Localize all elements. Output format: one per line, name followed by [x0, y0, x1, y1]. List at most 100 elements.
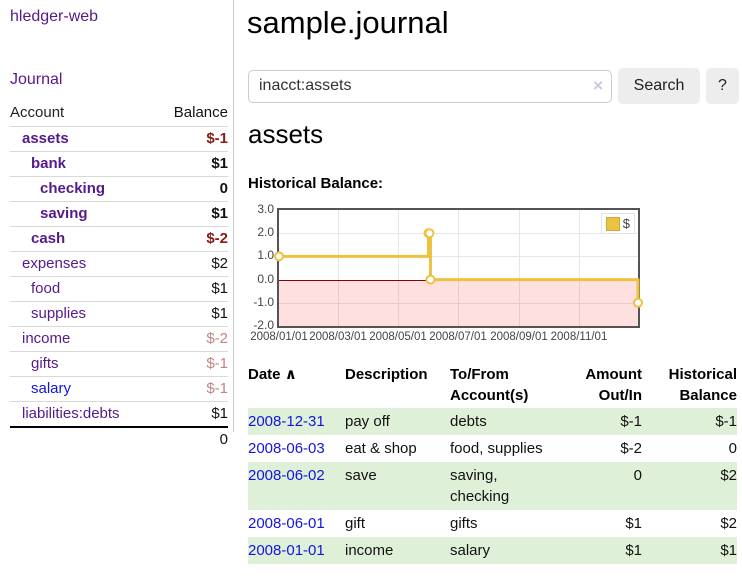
accounts-table: Account Balance assets $-1 bank $1 checking 0…	[10, 100, 228, 452]
x-axis-tick-label: 2008/07/01	[428, 330, 488, 344]
sort-ascending-icon: ∧	[285, 366, 297, 383]
sidebar-account-link-liabilitiesdebts[interactable]: liabilities:debts	[10, 402, 120, 426]
sidebar-account-row: checking 0	[10, 176, 228, 201]
register-col-balance: Historical Balance	[642, 362, 737, 408]
transaction-row: 2008-06-01 giftgifts$1$2	[248, 510, 737, 537]
transaction-row: 2008-12-31pay offdebts$-1$-1	[248, 408, 737, 435]
accounts-rows: assets$-1bank$1checking0saving$1cash$-2e…	[10, 126, 228, 426]
transaction-date-link[interactable]: 2008-06-01	[248, 515, 325, 532]
accounts-header-account: Account	[10, 100, 64, 126]
sidebar-account-link-assets[interactable]: assets	[10, 127, 69, 151]
sidebar-account-balance: $-1	[206, 352, 228, 376]
hledger-web-page: hledger-web Journal Account Balance asse…	[0, 0, 742, 582]
sidebar-account-link-cash[interactable]: cash	[10, 227, 65, 251]
x-axis-tick-label: 2008/03/01	[308, 330, 368, 344]
sidebar-account-row: liabilities:debts $1	[10, 401, 228, 426]
sidebar-account-balance: $1	[211, 402, 228, 426]
transaction-amount: $1	[562, 510, 642, 537]
data-point-marker	[275, 252, 283, 260]
sidebar-account-link-saving[interactable]: saving	[10, 202, 88, 226]
transaction-amount: 0	[562, 462, 642, 510]
sidebar-account-row: expenses $2	[10, 251, 228, 276]
transaction-description: gift	[345, 510, 450, 537]
search-input[interactable]	[248, 70, 612, 103]
transaction-balance: $-1	[642, 408, 737, 435]
x-axis-tick-label: 2008/05/01	[368, 330, 428, 344]
chart-title: Historical Balance:	[248, 175, 383, 192]
sidebar-account-link-supplies[interactable]: supplies	[10, 302, 86, 326]
sidebar-account-row: saving$1	[10, 201, 228, 226]
sidebar-account-row: cash $-2	[10, 226, 228, 251]
page-title: sample.journal	[247, 0, 449, 46]
data-point-marker	[426, 276, 434, 284]
brand-link[interactable]: hledger-web	[10, 8, 98, 26]
transaction-row: 2008-01-01incomesalary$1$1	[248, 537, 737, 564]
x-axis-tick-label: 2008/09/01	[489, 330, 549, 344]
sidebar-account-balance: 0	[220, 177, 228, 201]
transaction-accounts: debts	[450, 408, 562, 435]
y-axis-tick-label: 0.0	[248, 273, 274, 286]
transaction-balance: 0	[642, 435, 737, 462]
register-header-row: Date ∧ Description To/From Account(s) Am…	[248, 362, 737, 408]
sidebar-account-balance: $-1	[206, 127, 228, 151]
sidebar-item-journal[interactable]: Journal	[10, 71, 62, 89]
data-point-marker	[634, 299, 642, 307]
clear-search-icon[interactable]: ×	[593, 76, 603, 96]
legend-label: $	[623, 216, 630, 231]
sidebar-account-row: food $1	[10, 276, 228, 301]
transaction-date-link[interactable]: 2008-06-03	[248, 440, 325, 457]
x-axis-tick-label: 2008/11/01	[550, 330, 609, 344]
y-axis-tick-label: 3.0	[248, 203, 274, 216]
chart-legend: $	[601, 213, 635, 234]
help-button[interactable]: ?	[706, 68, 739, 104]
accounts-total-row: 0	[10, 426, 228, 452]
transaction-accounts: gifts	[450, 510, 562, 537]
search-field-wrap: ×	[248, 70, 612, 103]
sidebar-account-link-gifts[interactable]: gifts	[10, 352, 59, 376]
transaction-description: eat & shop	[345, 435, 450, 462]
accounts-total-value: 0	[220, 428, 228, 452]
data-point-marker	[425, 229, 433, 237]
sidebar-account-link-salary[interactable]: salary	[10, 377, 71, 401]
register-col-amount: Amount Out/In	[562, 362, 642, 408]
sidebar-account-link-expenses[interactable]: expenses	[10, 252, 86, 276]
transaction-date-link[interactable]: 2008-06-02	[248, 467, 325, 484]
sidebar-account-row: gifts $-1	[10, 351, 228, 376]
transaction-amount: $-1	[562, 408, 642, 435]
y-axis-tick-label: 1.0	[248, 249, 274, 262]
transaction-accounts: saving, checking	[450, 462, 562, 510]
account-heading: assets	[248, 114, 323, 154]
transaction-balance: $2	[642, 510, 737, 537]
accounts-table-header: Account Balance	[10, 100, 228, 126]
transaction-amount: $-2	[562, 435, 642, 462]
y-axis-tick-label: -1.0	[248, 296, 274, 309]
sidebar-account-link-food[interactable]: food	[10, 277, 60, 301]
search-form: × Search ?	[248, 68, 739, 104]
transaction-row: 2008-06-02savesaving, checking0$2	[248, 462, 737, 510]
sidebar-account-row: assets $-1	[10, 126, 228, 151]
accounts-header-balance: Balance	[174, 100, 228, 126]
x-axis-tick-label: 2008/01/01	[249, 330, 309, 344]
transaction-date-link[interactable]: 2008-12-31	[248, 413, 325, 430]
sidebar-account-row: supplies $1	[10, 301, 228, 326]
sidebar-account-balance: $1	[211, 152, 228, 176]
y-axis-tick-label: 2.0	[248, 226, 274, 239]
sidebar-account-balance: $-2	[206, 227, 228, 251]
sidebar-account-balance: $1	[211, 302, 228, 326]
search-button[interactable]: Search	[618, 68, 700, 104]
sidebar-account-balance: $-1	[206, 377, 228, 401]
sidebar-account-link-checking[interactable]: checking	[10, 177, 105, 201]
sidebar-account-link-income[interactable]: income	[10, 327, 70, 351]
sidebar-account-row: income$-2	[10, 326, 228, 351]
transaction-description: income	[345, 537, 450, 564]
sidebar-account-balance: $2	[211, 252, 228, 276]
register-col-date[interactable]: Date ∧	[248, 362, 345, 408]
transaction-accounts: salary	[450, 537, 562, 564]
sidebar-account-row: bank $1	[10, 151, 228, 176]
transaction-description: pay off	[345, 408, 450, 435]
transaction-date-link[interactable]: 2008-01-01	[248, 542, 325, 559]
balance-line-series	[279, 210, 638, 326]
transaction-accounts: food, supplies	[450, 435, 562, 462]
sidebar-account-link-bank[interactable]: bank	[10, 152, 66, 176]
sidebar-account-balance: $1	[211, 277, 228, 301]
